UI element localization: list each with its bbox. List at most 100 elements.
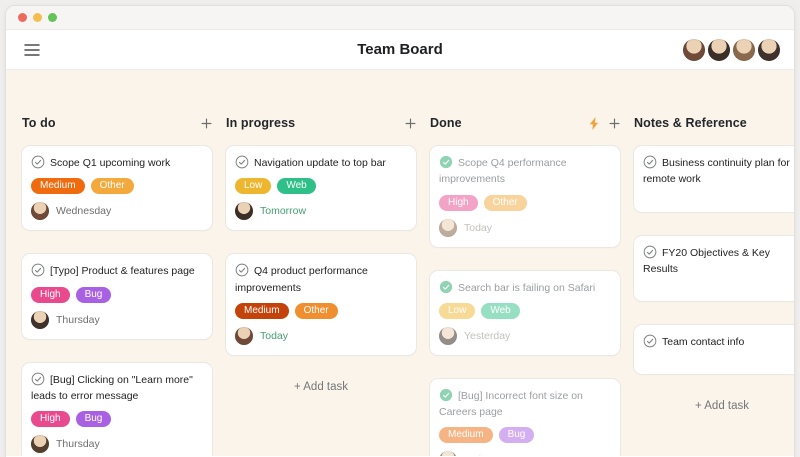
check-circle-icon[interactable] xyxy=(31,263,45,277)
task-title: Q4 product performance improvements xyxy=(235,263,407,296)
due-date: Yesterday xyxy=(464,329,511,342)
tag-list: High Other xyxy=(439,194,611,211)
task-card[interactable]: Team contact info xyxy=(634,325,794,375)
task-card[interactable]: Q4 product performance improvements Medi… xyxy=(226,254,416,355)
due-date: Tomorrow xyxy=(260,205,307,218)
task-title: [Typo] Product & features page xyxy=(31,263,203,279)
zoom-window-button[interactable] xyxy=(48,13,57,22)
tag-high: High xyxy=(31,286,70,303)
task-title: [Bug] Clicking on "Learn more" leads to … xyxy=(31,372,203,405)
task-title: Search bar is failing on Safari xyxy=(439,280,611,296)
tag-list: Medium Other xyxy=(235,302,407,319)
window-chrome xyxy=(6,6,794,30)
tag-medium: Medium xyxy=(31,178,85,195)
app-window: Team Board To do xyxy=(5,5,795,457)
task-title: Scope Q4 performance improvements xyxy=(439,155,611,188)
check-circle-icon[interactable] xyxy=(643,334,657,348)
add-task-icon[interactable] xyxy=(609,118,620,129)
assignee-avatar xyxy=(31,435,49,454)
task-title-text: Q4 product performance improvements xyxy=(235,265,368,294)
task-card-completed[interactable]: Scope Q4 performance improvements High O… xyxy=(430,146,620,247)
column-header: To do xyxy=(22,114,212,132)
add-task-button[interactable]: + Add task xyxy=(293,380,349,393)
task-card-completed[interactable]: [Bug] Incorrect font size on Careers pag… xyxy=(430,378,620,456)
column-notes-reference: Notes & Reference Business continuity pl… xyxy=(634,114,794,414)
task-title: Scope Q1 upcoming work xyxy=(31,155,203,171)
hamburger-menu-icon[interactable] xyxy=(20,40,44,60)
assignee-avatar xyxy=(439,218,457,237)
tag-bug: Bug xyxy=(75,411,112,428)
check-circle-icon[interactable] xyxy=(31,155,45,169)
task-title-text: Business continuity plan for remote work xyxy=(643,157,790,186)
tag-web: Web xyxy=(277,178,316,195)
minimize-window-button[interactable] xyxy=(33,13,42,22)
task-card[interactable]: [Typo] Product & features page High Bug … xyxy=(22,254,212,339)
due-date: Today xyxy=(260,329,289,342)
task-title: Navigation update to top bar xyxy=(235,155,407,171)
top-bar: Team Board xyxy=(6,30,794,70)
tag-list: Low Web xyxy=(235,178,407,195)
add-task-button[interactable]: + Add task xyxy=(694,400,750,413)
column-todo: To do Scope Q1 upcoming work Medium Othe… xyxy=(22,114,212,456)
task-card[interactable]: FY20 Objectives & Key Results xyxy=(634,235,794,302)
task-title-text: Scope Q1 upcoming work xyxy=(50,157,171,169)
tag-other: Other xyxy=(90,178,134,195)
column-header: In progress xyxy=(226,114,416,132)
task-title-text: Scope Q4 performance improvements xyxy=(439,157,567,186)
column-title: Notes & Reference xyxy=(634,116,747,130)
task-title-text: [Bug] Clicking on "Learn more" leads to … xyxy=(31,373,193,402)
task-card[interactable]: [Bug] Clicking on "Learn more" leads to … xyxy=(22,362,212,456)
task-card[interactable]: Scope Q1 upcoming work Medium Other Wedn… xyxy=(22,146,212,231)
column-done: Done Scope Q4 performance improvements H… xyxy=(430,114,620,456)
task-meta: Today xyxy=(439,218,611,237)
task-title-text: Team contact info xyxy=(662,336,745,349)
member-avatar[interactable] xyxy=(708,38,730,61)
tag-list: High Bug xyxy=(31,286,203,303)
due-date: Thursday xyxy=(56,438,100,451)
tag-bug: Bug xyxy=(498,427,535,444)
page-title: Team Board xyxy=(357,41,443,58)
task-title-text: Navigation update to top bar xyxy=(254,157,386,169)
task-title-text: FY20 Objectives & Key Results xyxy=(643,246,770,275)
close-window-button[interactable] xyxy=(18,13,27,22)
tag-list: Medium Bug xyxy=(439,427,611,444)
member-avatar[interactable] xyxy=(733,38,755,61)
add-task-icon[interactable] xyxy=(405,118,416,129)
check-circle-filled-icon[interactable] xyxy=(439,155,453,169)
tag-web: Web xyxy=(481,302,520,319)
tag-high: High xyxy=(439,194,478,211)
check-circle-icon[interactable] xyxy=(643,155,657,169)
check-circle-icon[interactable] xyxy=(31,372,45,386)
column-in-progress: In progress Navigation update to top bar… xyxy=(226,114,416,395)
tag-high: High xyxy=(31,411,70,428)
tag-medium: Medium xyxy=(235,302,289,319)
check-circle-icon[interactable] xyxy=(643,245,657,259)
task-card-completed[interactable]: Search bar is failing on Safari Low Web … xyxy=(430,270,620,355)
check-circle-icon[interactable] xyxy=(235,263,249,277)
task-card[interactable]: Navigation update to top bar Low Web Tom… xyxy=(226,146,416,231)
task-meta: Thursday xyxy=(31,310,203,329)
tag-other: Other xyxy=(294,302,338,319)
task-title-text: [Bug] Incorrect font size on Careers pag… xyxy=(439,389,583,419)
check-circle-filled-icon[interactable] xyxy=(439,388,453,402)
due-date: Today xyxy=(464,454,492,456)
tag-other: Other xyxy=(483,194,527,211)
tag-list: Low Web xyxy=(439,302,611,319)
task-meta: Yesterday xyxy=(439,326,611,345)
add-task-icon[interactable] xyxy=(201,118,212,129)
tag-bug: Bug xyxy=(75,286,112,303)
assignee-avatar xyxy=(235,326,253,345)
assignee-avatar xyxy=(31,202,49,221)
member-avatar[interactable] xyxy=(758,38,780,61)
assignee-avatar xyxy=(31,310,49,329)
kanban-board: To do Scope Q1 upcoming work Medium Othe… xyxy=(6,70,794,456)
tag-list: Medium Other xyxy=(31,178,203,195)
column-title: In progress xyxy=(226,116,296,130)
check-circle-icon[interactable] xyxy=(235,155,249,169)
task-card[interactable]: Business continuity plan for remote work xyxy=(634,146,794,212)
tag-low: Low xyxy=(235,178,272,195)
member-avatar[interactable] xyxy=(683,38,705,61)
automation-bolt-icon[interactable] xyxy=(589,116,600,130)
check-circle-filled-icon[interactable] xyxy=(439,280,453,294)
